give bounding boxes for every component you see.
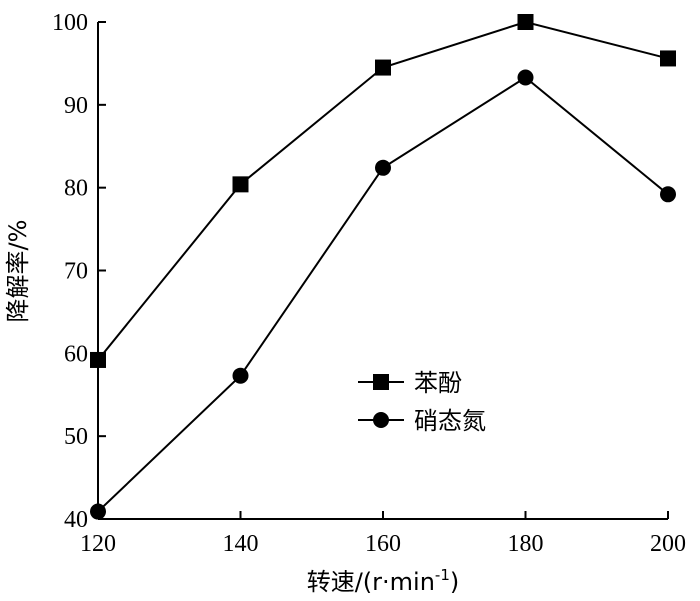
y-tick-label-100: 100 [52,10,88,36]
series-0-point-120 [90,351,106,368]
x-axis-title-text: 转速/(r·min [307,568,435,596]
series-1-point-180 [517,69,534,86]
series-1-point-140 [232,367,249,384]
legend-label-1: 硝态氮 [414,407,486,435]
series-line-1 [97,76,669,513]
y-axis-title: 降解率/% [4,220,32,323]
legend-marker-0 [373,374,389,390]
x-tick-label-160: 160 [365,531,401,557]
series-0-point-200 [660,50,676,67]
x-tick-label-180: 180 [508,531,544,557]
plot-frame [97,22,668,520]
series-1-point-120 [90,503,106,520]
y-tick-label-40: 40 [64,507,88,533]
series-0-point-140 [232,176,249,193]
y-tick-label-50: 50 [64,424,88,450]
series-markers [90,14,676,520]
x-tick-label-120: 120 [80,531,116,557]
series-1-point-160 [375,159,391,176]
legend-label-0: 苯酚 [414,369,462,397]
series-lines [97,20,669,513]
x-axis-title: 转速/(r·min-1) [307,566,460,596]
legend-marker-1 [373,412,389,428]
x-tick-label-140: 140 [223,531,259,557]
x-ticks: 120 140 160 180 200 [80,511,686,557]
y-tick-label-60: 60 [64,341,88,367]
y-tick-label-90: 90 [64,93,88,119]
x-tick-label-200: 200 [650,531,686,557]
series-0-point-180 [517,14,534,30]
x-axis-title-superscript: -1 [435,566,450,584]
y-ticks: 40 50 60 70 80 90 100 [52,10,106,533]
series-1-point-200 [660,186,676,203]
y-tick-label-80: 80 [64,176,88,202]
series-0-point-160 [375,59,391,76]
x-axis-title-close: ) [450,568,459,596]
y-tick-label-70: 70 [64,259,88,285]
